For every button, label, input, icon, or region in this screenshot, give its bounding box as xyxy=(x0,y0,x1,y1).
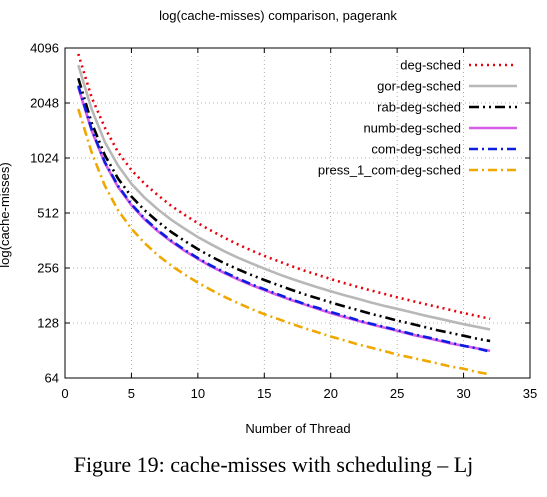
chart-title: log(cache-misses) comparison, pagerank xyxy=(159,8,397,23)
y-tick-label: 512 xyxy=(37,206,59,221)
series-line-deg-sched xyxy=(78,54,490,319)
x-tick-label: 30 xyxy=(456,386,470,401)
y-tick-label: 64 xyxy=(45,371,59,386)
y-tick-label: 128 xyxy=(37,316,59,331)
x-tick-label: 20 xyxy=(323,386,337,401)
axis-ticks: 0 5 10 15 20 25 30 35 64 128 256 512 1024 2048 4096 xyxy=(30,41,537,402)
x-axis-label: Number of Thread xyxy=(245,421,350,436)
figure-caption: Figure 19: cache-misses with scheduling … xyxy=(0,452,547,478)
x-tick-label: 15 xyxy=(257,386,271,401)
grid xyxy=(65,48,530,378)
x-tick-label: 0 xyxy=(61,386,68,401)
y-axis-label: log(cache-misses) xyxy=(0,162,12,267)
legend-label: com-deg-sched xyxy=(371,142,461,157)
legend-label: gor-deg-sched xyxy=(377,79,461,94)
legend-label: deg-sched xyxy=(400,58,461,73)
legend-label: rab-deg-sched xyxy=(377,100,461,115)
line-chart: log(cache-misses) comparison, pagerank 0… xyxy=(0,0,547,450)
legend: deg-sched gor-deg-sched rab-deg-sched numb-… xyxy=(318,58,517,178)
x-tick-label: 10 xyxy=(191,386,205,401)
x-tick-label: 35 xyxy=(523,386,537,401)
y-tick-label: 4096 xyxy=(30,41,59,56)
y-tick-label: 256 xyxy=(37,261,59,276)
y-tick-label: 1024 xyxy=(30,151,59,166)
x-tick-label: 5 xyxy=(128,386,135,401)
x-tick-label: 25 xyxy=(390,386,404,401)
y-tick-label: 2048 xyxy=(30,96,59,111)
legend-label: numb-deg-sched xyxy=(363,121,461,136)
series-line-rab-deg-sched xyxy=(78,78,490,341)
legend-label: press_1_com-deg-sched xyxy=(318,163,461,178)
